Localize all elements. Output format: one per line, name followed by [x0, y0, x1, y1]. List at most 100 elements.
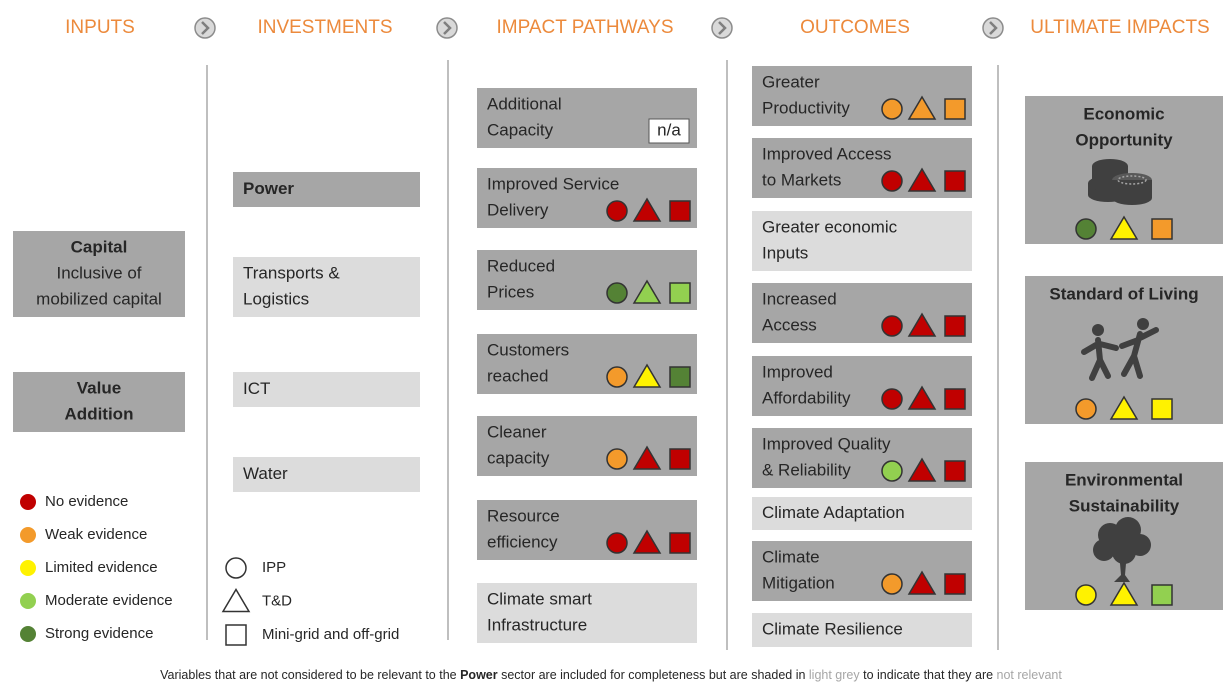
- box-label: Inputs: [762, 243, 808, 262]
- evidence-mark: [944, 460, 966, 482]
- box: [752, 211, 972, 271]
- box: [233, 457, 420, 492]
- box-label: Improved Access: [762, 144, 891, 163]
- box: [477, 168, 697, 228]
- evidence-mark: [944, 98, 966, 120]
- box: [752, 138, 972, 198]
- box-label: Improved Service: [487, 174, 619, 193]
- evidence-mark: [669, 448, 691, 470]
- arrow-chevron: [443, 21, 452, 35]
- evidence-mark: [881, 98, 903, 120]
- input-box: [13, 372, 185, 432]
- legend-dot: [20, 593, 36, 609]
- column-header: INPUTS: [65, 17, 135, 38]
- evidence-mark: [881, 315, 903, 337]
- evidence-mark: [907, 95, 937, 120]
- input-title: Value: [77, 378, 121, 397]
- impact-title: Standard of Living: [1049, 284, 1198, 303]
- box-label: Greater economic: [762, 217, 898, 236]
- box-label: Resource: [487, 506, 560, 525]
- coins-icon: [1088, 159, 1152, 205]
- evidence-mark: [632, 529, 662, 554]
- box-label: Cleaner: [487, 422, 547, 441]
- evidence-mark: [1109, 395, 1139, 420]
- legend-label: Mini-grid and off-grid: [262, 626, 399, 643]
- evidence-mark: [632, 363, 662, 388]
- box: [752, 356, 972, 416]
- box-label: Climate: [762, 547, 820, 566]
- evidence-mark: [1075, 398, 1097, 420]
- evidence-mark: [606, 448, 628, 470]
- evidence-mark: [606, 366, 628, 388]
- box-label: capacity: [487, 448, 550, 467]
- box-label: Customers: [487, 340, 569, 359]
- arrow-circle: [436, 17, 458, 39]
- evidence-mark: [669, 282, 691, 304]
- box-label: Increased: [762, 289, 837, 308]
- evidence-mark: [881, 460, 903, 482]
- input-title: Addition: [65, 404, 134, 423]
- column-header: ULTIMATE IMPACTS: [1030, 17, 1209, 38]
- legend-shape: [225, 624, 247, 646]
- evidence-mark: [632, 279, 662, 304]
- evidence-mark: [907, 312, 937, 337]
- arrow-chevron: [718, 21, 727, 35]
- evidence-mark: [669, 366, 691, 388]
- legend-label: IPP: [262, 559, 286, 576]
- legend-label: T&D: [262, 592, 292, 609]
- note-box: [648, 118, 690, 144]
- arrow-circle: [982, 17, 1004, 39]
- legend-dot: [20, 494, 36, 510]
- people-icon: [1081, 318, 1159, 381]
- legend-label: No evidence: [45, 493, 128, 510]
- legend-label: Limited evidence: [45, 559, 158, 576]
- evidence-mark: [632, 197, 662, 222]
- evidence-mark: [881, 170, 903, 192]
- box-label: Climate Resilience: [762, 619, 903, 638]
- evidence-mark: [944, 315, 966, 337]
- impact-title: Environmental: [1065, 470, 1183, 489]
- box: [752, 541, 972, 601]
- box: [233, 257, 420, 317]
- evidence-mark: [944, 573, 966, 595]
- footer-part: Variables that are not considered to be …: [160, 668, 460, 682]
- impact-title: Opportunity: [1075, 130, 1173, 149]
- evidence-mark: [907, 570, 937, 595]
- header-arrows: [194, 17, 1004, 39]
- legend-shape: [225, 557, 247, 579]
- evidence-mark: [632, 445, 662, 470]
- evidence-mark: [1151, 584, 1173, 606]
- box-label: Improved Quality: [762, 434, 891, 453]
- box-label: Climate smart: [487, 589, 592, 608]
- footer-part: not relevant: [997, 668, 1063, 682]
- box-label: Transports &: [243, 263, 340, 282]
- evidence-mark: [881, 388, 903, 410]
- legend-dot: [20, 560, 36, 576]
- input-title: Capital: [71, 237, 128, 256]
- box-label: to Markets: [762, 170, 841, 189]
- legend-dot: [20, 626, 36, 642]
- evidence-mark: [669, 532, 691, 554]
- evidence-mark: [1109, 215, 1139, 240]
- evidence-mark: [606, 200, 628, 222]
- box-label: Affordability: [762, 388, 851, 407]
- footer-part: light grey: [809, 668, 860, 682]
- box-label: Water: [243, 464, 288, 483]
- box: [752, 497, 972, 530]
- column-header: OUTCOMES: [800, 17, 910, 38]
- box-label: efficiency: [487, 532, 558, 551]
- footer-note: Variables that are not considered to be …: [160, 668, 1062, 682]
- legend-shape: [221, 588, 251, 613]
- box-label: Mitigation: [762, 573, 835, 592]
- footer-part: sector are included for completeness but…: [498, 668, 809, 682]
- evidence-mark: [881, 573, 903, 595]
- arrow-chevron: [201, 21, 210, 35]
- note-label: n/a: [657, 120, 681, 139]
- box-label: Prices: [487, 282, 534, 301]
- box-label: Power: [243, 179, 294, 198]
- box: [752, 283, 972, 343]
- box: [752, 613, 972, 647]
- box-label: Productivity: [762, 98, 850, 117]
- evidence-mark: [1151, 398, 1173, 420]
